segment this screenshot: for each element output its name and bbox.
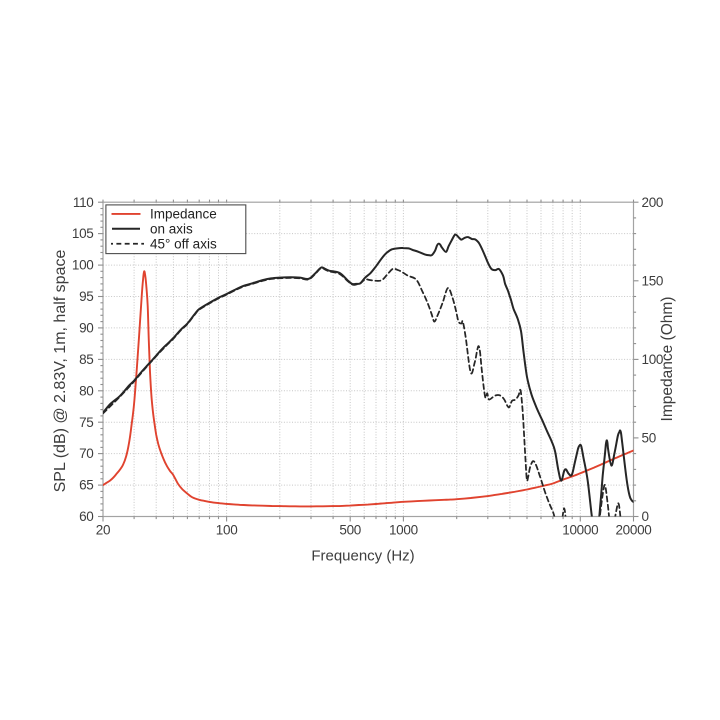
svg-text:60: 60	[79, 509, 93, 524]
svg-text:1000: 1000	[389, 523, 418, 538]
svg-text:80: 80	[79, 383, 93, 398]
svg-text:95: 95	[79, 289, 93, 304]
svg-text:Frequency (Hz): Frequency (Hz)	[311, 548, 414, 565]
svg-text:200: 200	[642, 195, 664, 210]
svg-text:150: 150	[642, 273, 664, 288]
svg-text:500: 500	[339, 523, 361, 538]
svg-text:100: 100	[642, 352, 664, 367]
svg-text:75: 75	[79, 415, 93, 430]
svg-text:70: 70	[79, 446, 93, 461]
svg-text:45° off axis: 45° off axis	[150, 236, 217, 251]
svg-text:100: 100	[216, 523, 238, 538]
svg-text:10000: 10000	[562, 523, 598, 538]
svg-text:0: 0	[642, 509, 649, 524]
svg-text:100: 100	[72, 258, 94, 273]
svg-text:50: 50	[642, 431, 656, 446]
svg-text:20: 20	[96, 523, 110, 538]
svg-text:on axis: on axis	[150, 222, 193, 237]
svg-text:Impedance (Ohm): Impedance (Ohm)	[659, 297, 676, 422]
svg-text:65: 65	[79, 478, 93, 493]
svg-text:90: 90	[79, 321, 93, 336]
svg-text:Impedance: Impedance	[150, 207, 217, 222]
svg-text:SPL (dB) @ 2.83V, 1m, half spa: SPL (dB) @ 2.83V, 1m, half space	[52, 250, 69, 493]
svg-text:105: 105	[72, 226, 94, 241]
svg-text:110: 110	[73, 195, 94, 210]
svg-text:85: 85	[79, 352, 93, 367]
svg-text:20000: 20000	[615, 523, 651, 538]
